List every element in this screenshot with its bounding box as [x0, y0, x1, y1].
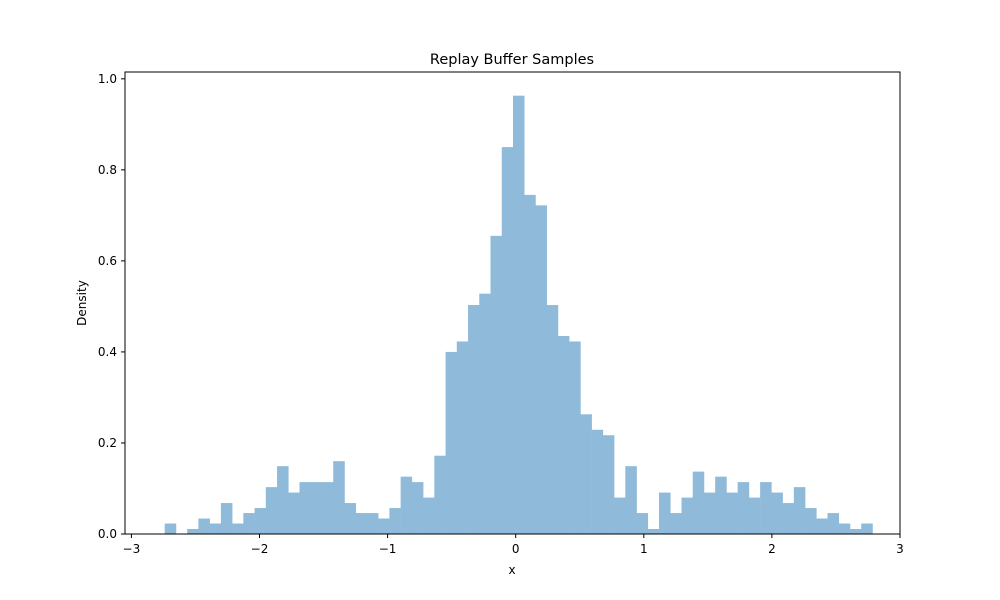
histogram-bar [850, 528, 862, 534]
histogram-bar [209, 523, 222, 534]
histogram-bar [636, 513, 649, 534]
histogram-bar [512, 95, 525, 535]
x-tick-label: 0 [512, 542, 520, 556]
histogram-bar [366, 513, 379, 534]
plot-frame [124, 71, 901, 535]
histogram-bar [861, 523, 873, 534]
histogram-bar [703, 492, 716, 534]
x-tick-label: 2 [768, 542, 776, 556]
histogram-bar [524, 194, 536, 534]
x-tick-label: −1 [379, 542, 397, 556]
histogram-bar [647, 528, 660, 534]
histogram-bar [805, 508, 817, 534]
histogram-bar [501, 147, 514, 534]
histogram-bar [423, 497, 435, 534]
y-tick-label: 0.6 [98, 254, 117, 268]
histogram-bar [400, 476, 413, 534]
histogram-bar [760, 482, 772, 534]
bars-layer [164, 95, 873, 535]
histogram-bar [659, 492, 671, 534]
histogram-bar [580, 414, 592, 534]
histogram-bar [681, 497, 694, 534]
histogram-bar [355, 513, 368, 534]
histogram-bar [748, 497, 761, 534]
x-axis-title: x [508, 563, 515, 577]
histogram-bar [164, 523, 177, 534]
histogram-bar [490, 235, 503, 535]
histogram-bar [333, 461, 345, 534]
y-tick-label: 1.0 [98, 72, 117, 86]
histogram-bar [535, 205, 547, 534]
y-tick-label: 0.2 [98, 436, 117, 450]
histogram-bar [782, 503, 795, 534]
histogram-bar [737, 482, 750, 534]
histogram-bar [299, 482, 312, 534]
x-axis-ticks: −3 −2 −1 0 1 2 3 [123, 534, 904, 556]
histogram-bar [614, 497, 626, 534]
y-tick-label: 0.4 [98, 345, 117, 359]
histogram-bar [456, 341, 469, 534]
histogram-bar [411, 482, 424, 534]
histogram-bar [220, 503, 233, 534]
histogram-bar [771, 492, 783, 534]
histogram-bar [591, 429, 604, 534]
y-tick-label: 0.0 [98, 527, 117, 541]
x-tick-label: −2 [251, 542, 269, 556]
y-tick-label: 0.8 [98, 163, 117, 177]
chart-title: Replay Buffer Samples [430, 52, 594, 68]
histogram-bar [793, 487, 806, 534]
x-tick-label: 3 [896, 542, 904, 556]
histogram-bar [479, 293, 491, 534]
histogram-bar [625, 466, 637, 534]
histogram-bar [569, 341, 581, 534]
histogram-bar [715, 476, 727, 534]
histogram-bar [468, 305, 480, 534]
histogram-bar [557, 336, 570, 534]
histogram-bar [344, 503, 356, 534]
histogram-bar [187, 528, 199, 534]
histogram-bar [827, 513, 840, 534]
histogram-bar [838, 523, 851, 534]
histogram-bar [378, 518, 390, 534]
histogram-bar [265, 487, 278, 534]
histogram-bar [198, 518, 210, 534]
x-tick-label: 1 [640, 542, 648, 556]
histogram-bar [310, 482, 323, 534]
histogram-bar [288, 492, 300, 534]
y-axis-ticks: 0.0 0.2 0.4 0.6 0.8 1.0 [98, 72, 125, 541]
histogram-bar [692, 471, 705, 534]
histogram-bar [816, 518, 828, 534]
histogram-bar [321, 482, 334, 534]
x-tick-label: −3 [123, 542, 141, 556]
histogram-bar [726, 492, 738, 534]
histogram-bar [546, 305, 559, 534]
histogram-bar [243, 513, 255, 534]
histogram-bar [254, 508, 267, 534]
histogram-bar [232, 523, 244, 534]
histogram-bar [434, 455, 446, 534]
histogram-bar [602, 435, 615, 534]
histogram-bar [389, 508, 401, 534]
histogram-bar [670, 513, 682, 534]
histogram-bar [277, 466, 289, 534]
y-axis-title: Density [75, 280, 89, 326]
histogram-bar [445, 351, 458, 534]
